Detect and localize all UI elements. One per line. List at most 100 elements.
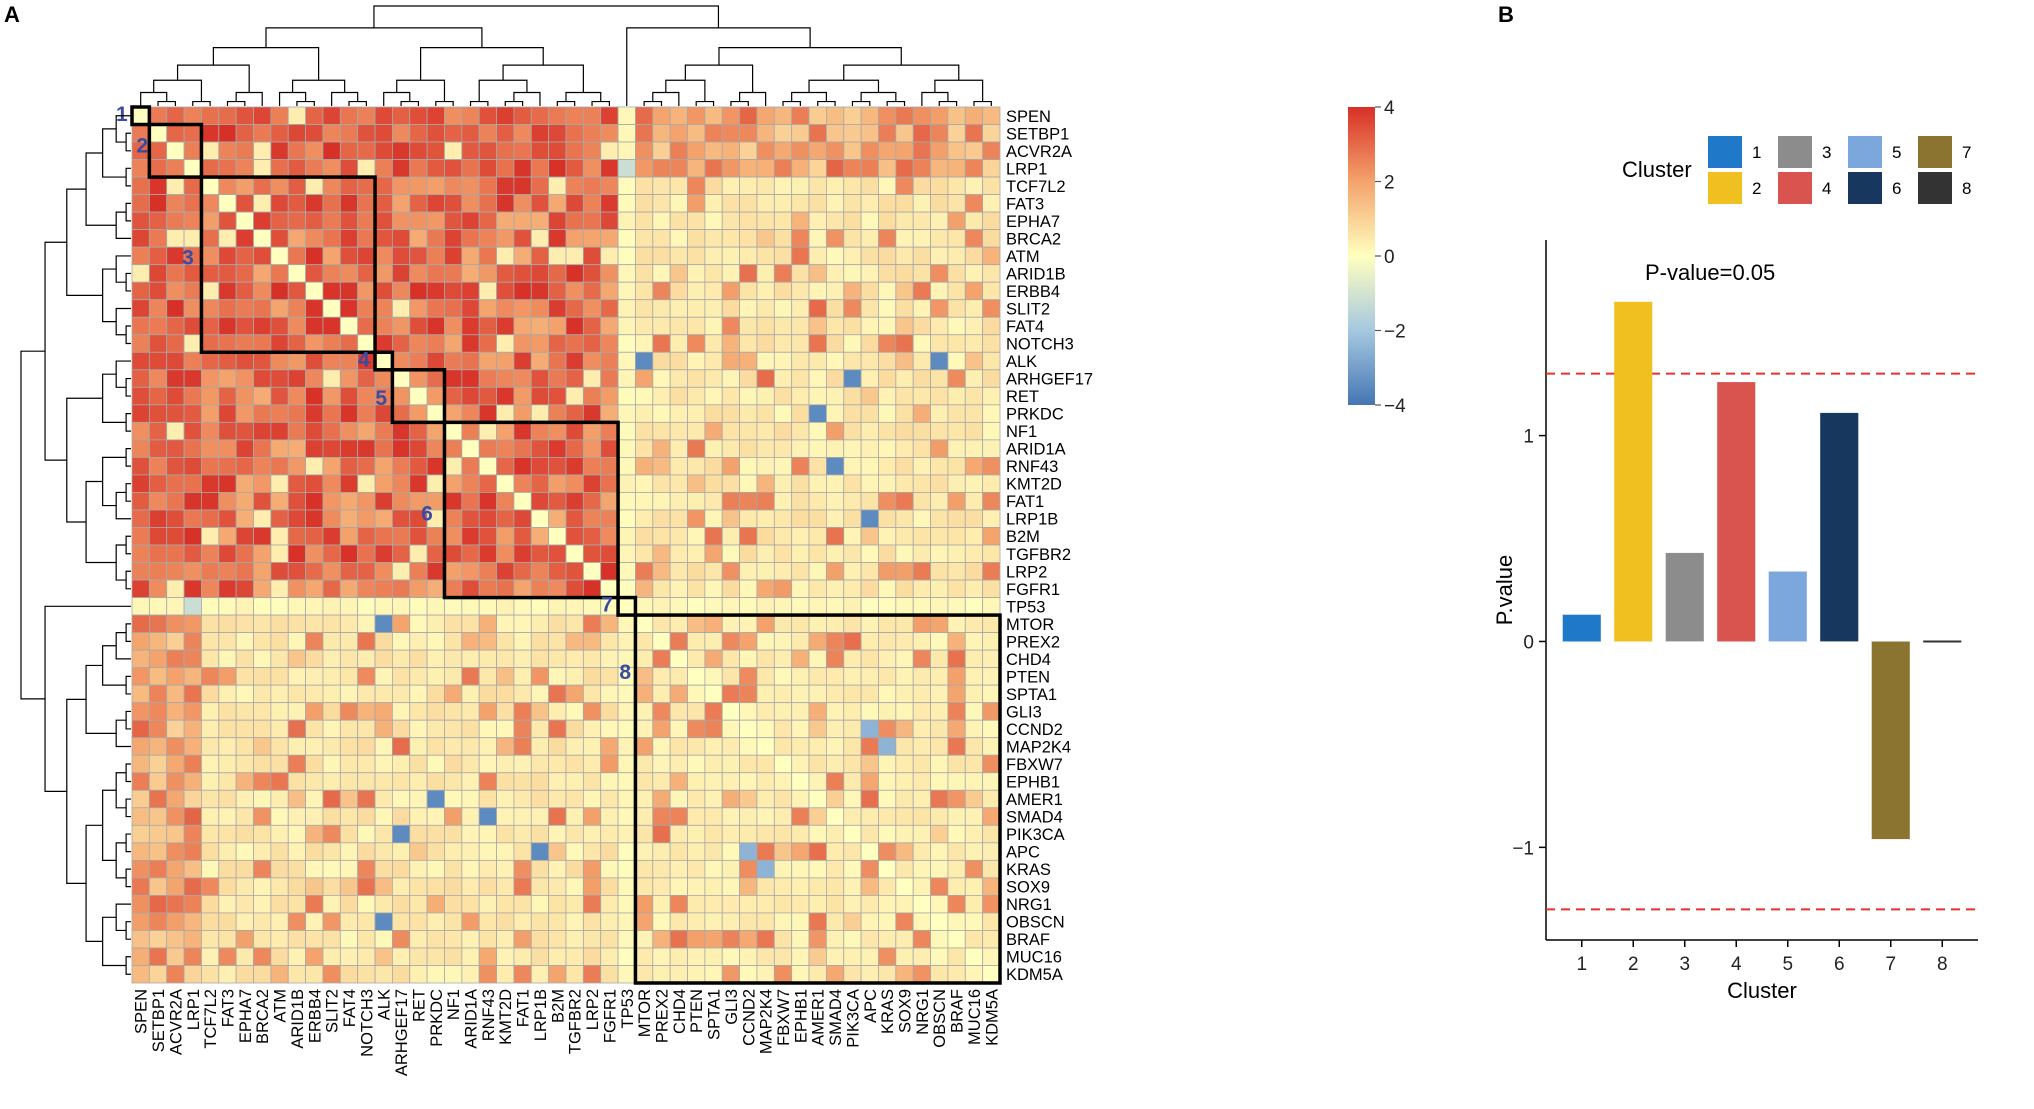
heatmap-cell: [964, 439, 984, 458]
heatmap-cell: [947, 807, 966, 826]
heatmap-cell: [947, 527, 966, 546]
heatmap-cell: [635, 895, 654, 914]
heatmap-cell: [391, 737, 411, 756]
heatmap-cell: [565, 947, 584, 966]
heatmap-cell: [878, 667, 897, 686]
heatmap-cell: [669, 789, 688, 809]
heatmap-cell: [687, 649, 706, 669]
heatmap-cell: [478, 106, 497, 125]
heatmap-cell: [860, 912, 879, 931]
heatmap-cell: [287, 965, 306, 984]
heatmap-cell: [756, 264, 775, 283]
heatmap-cell: [878, 456, 897, 476]
heatmap-cell: [687, 176, 706, 196]
heatmap-cell: [739, 281, 758, 301]
heatmap-cell: [669, 719, 688, 739]
heatmap-cell: [513, 141, 532, 160]
heatmap-cell: [391, 229, 411, 248]
heatmap-cell: [253, 965, 272, 984]
heatmap-cell: [791, 439, 810, 458]
heatmap-cell: [548, 807, 567, 826]
heatmap-cell: [530, 895, 550, 914]
column-label: FAT4: [341, 989, 359, 1027]
heatmap-cell: [305, 912, 324, 931]
heatmap-cell: [808, 229, 827, 248]
heatmap-cell: [444, 930, 463, 949]
heatmap-cell: [964, 947, 984, 966]
heatmap-cell: [548, 281, 567, 301]
heatmap-cell: [357, 965, 376, 984]
heatmap-cell: [912, 229, 931, 248]
heatmap-cell: [878, 912, 897, 931]
heatmap-cell: [270, 737, 289, 756]
heatmap-cell: [548, 912, 567, 931]
heatmap-cell: [739, 912, 758, 931]
heatmap-cell: [687, 965, 706, 984]
heatmap-cell: [183, 895, 202, 914]
heatmap-cell: [530, 667, 550, 686]
heatmap-cell: [548, 474, 567, 493]
heatmap-cell: [339, 824, 359, 844]
heatmap-cell: [478, 754, 497, 774]
heatmap-cell: [235, 649, 254, 669]
row-label: RNF43: [1006, 458, 1058, 476]
column-label: LRP2: [584, 989, 602, 1030]
heatmap-cell: [513, 859, 532, 879]
heatmap-cell: [582, 772, 602, 791]
heatmap-cell: [721, 211, 740, 231]
heatmap-cell: [739, 334, 758, 353]
heatmap-cell: [687, 842, 706, 861]
heatmap-cell: [860, 859, 879, 879]
heatmap-cell: [843, 859, 862, 879]
heatmap-cell: [444, 264, 463, 283]
row-label: EPHA7: [1006, 213, 1060, 231]
heatmap-cell: [235, 824, 254, 844]
heatmap-cell: [322, 439, 341, 458]
heatmap-cell: [912, 789, 931, 809]
heatmap-cell: [947, 264, 966, 283]
heatmap-cell: [444, 947, 463, 966]
heatmap-cell: [600, 632, 619, 651]
heatmap-cell: [773, 474, 793, 493]
heatmap-cell: [235, 509, 254, 528]
heatmap-cell: [218, 824, 237, 844]
heatmap-cell: [218, 334, 237, 353]
column-label: SETBP1: [150, 989, 168, 1052]
heatmap-cell: [322, 649, 341, 669]
heatmap-cell: [773, 754, 793, 774]
heatmap-cell: [131, 895, 150, 914]
heatmap-cell: [548, 351, 567, 371]
heatmap-cell: [912, 965, 931, 984]
heatmap-cell: [287, 246, 306, 266]
heatmap-cell: [305, 194, 324, 213]
heatmap-cell: [513, 544, 532, 563]
heatmap-cell: [235, 386, 254, 406]
dendrogram-branch: [192, 100, 211, 106]
heatmap-cell: [409, 579, 428, 598]
heatmap-cell: [183, 754, 202, 774]
heatmap-cell: [218, 527, 237, 546]
heatmap-cell: [218, 737, 237, 756]
heatmap-cell: [339, 299, 359, 318]
heatmap-cell: [201, 264, 220, 283]
heatmap-cell: [166, 527, 185, 546]
heatmap-cell: [635, 947, 654, 966]
heatmap-cell: [131, 281, 150, 301]
heatmap-cell: [860, 176, 879, 196]
heatmap-cell: [808, 334, 827, 353]
heatmap-cell: [374, 789, 393, 809]
heatmap-cell: [166, 667, 185, 686]
heatmap-cell: [183, 474, 202, 493]
column-label: FBXW7: [775, 989, 793, 1046]
heatmap-cell: [843, 667, 862, 686]
heatmap-cell: [843, 789, 862, 809]
heatmap-cell: [548, 106, 567, 125]
heatmap-cell: [391, 509, 411, 528]
dendrogram-branch: [565, 91, 602, 102]
heatmap-cell: [148, 702, 168, 721]
heatmap-cell: [635, 789, 654, 809]
heatmap-cell: [652, 106, 671, 125]
heatmap-cell: [617, 562, 636, 581]
heatmap-cell: [669, 965, 688, 984]
column-label: ATM: [272, 989, 290, 1023]
